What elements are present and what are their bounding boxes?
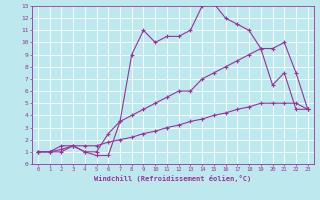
X-axis label: Windchill (Refroidissement éolien,°C): Windchill (Refroidissement éolien,°C) [94, 175, 252, 182]
